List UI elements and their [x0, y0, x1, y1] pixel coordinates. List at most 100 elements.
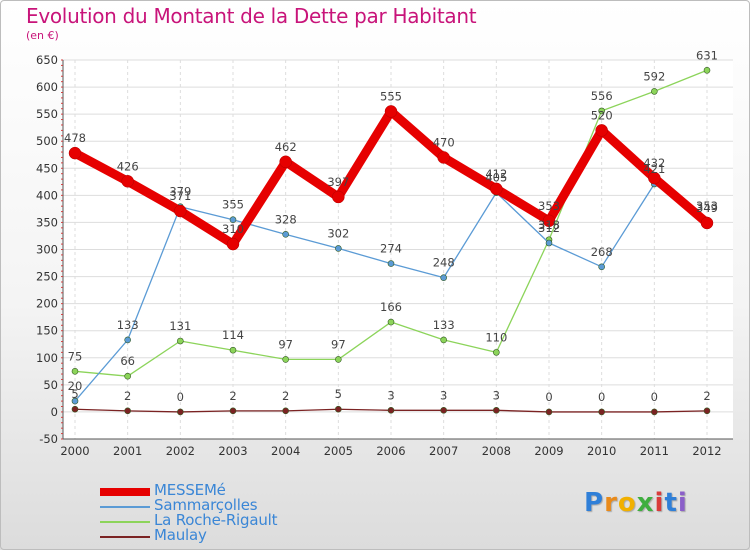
- legend-swatch-la-roche-rigault: [100, 521, 150, 523]
- legend-label-sammarcolles: Sammarçolles: [154, 496, 258, 514]
- data-label-messem-: 412: [485, 167, 507, 181]
- x-tick-label: 2009: [534, 444, 563, 458]
- data-point-maulay: [229, 407, 237, 415]
- y-tick-label: 600: [36, 80, 58, 94]
- y-tick-label: 650: [36, 53, 58, 67]
- data-label-messem-: 462: [275, 140, 297, 154]
- data-label-maulay: 0: [545, 390, 552, 404]
- data-point-messem-: [226, 237, 240, 251]
- legend-swatch-sammarcolles: [100, 506, 150, 508]
- data-label-maulay: 2: [124, 389, 131, 403]
- logo-letter: i: [654, 488, 665, 518]
- data-point-maulay: [282, 407, 289, 415]
- x-tick-label: 2005: [324, 444, 353, 458]
- data-point-sammar-olles: [71, 397, 79, 405]
- data-label-maulay: 0: [598, 390, 605, 404]
- y-tick-label: 450: [36, 161, 58, 175]
- legend-label-maulay: Maulay: [154, 526, 207, 544]
- y-tick-label: 100: [36, 351, 58, 365]
- data-point-la-roche-rigault: [177, 337, 184, 345]
- logo-letter: P: [584, 488, 605, 518]
- data-point-sammar-olles: [124, 336, 131, 344]
- data-point-sammar-olles: [335, 245, 342, 252]
- data-point-sammar-olles: [282, 231, 289, 238]
- data-label-sammar-olles: 268: [591, 245, 613, 259]
- data-point-la-roche-rigault: [493, 349, 500, 356]
- data-label-messem-: 432: [643, 156, 665, 170]
- data-label-sammar-olles: 274: [380, 242, 402, 256]
- data-label-la-roche-rigault: 110: [485, 330, 507, 344]
- data-label-la-roche-rigault: 131: [169, 319, 191, 333]
- data-point-la-roche-rigault: [282, 356, 289, 363]
- data-label-sammar-olles: 355: [222, 198, 244, 212]
- data-point-maulay: [703, 407, 711, 415]
- x-tick-label: 2001: [113, 444, 142, 458]
- y-tick-label: 50: [43, 378, 58, 392]
- x-tick-label: 2008: [482, 444, 511, 458]
- data-label-maulay: 2: [703, 389, 710, 403]
- legend-swatch-messeme: [100, 488, 150, 496]
- data-point-messem-: [542, 214, 556, 228]
- data-point-messem-: [68, 146, 82, 160]
- chart-subtitle: (en €): [26, 29, 59, 42]
- data-point-maulay: [387, 407, 395, 414]
- data-point-messem-: [174, 204, 187, 218]
- legend-label-messeme: MESSEMé: [154, 481, 226, 499]
- data-label-sammar-olles: 133: [117, 318, 139, 332]
- data-label-sammar-olles: 302: [327, 226, 349, 240]
- y-tick-label: 400: [36, 188, 58, 202]
- data-label-messem-: 371: [169, 189, 191, 203]
- proxiti-logo: Proxiti: [584, 488, 688, 518]
- data-label-maulay: 3: [440, 388, 447, 402]
- logo-letter: i: [677, 488, 688, 518]
- data-label-messem-: 310: [222, 222, 244, 236]
- data-point-maulay: [177, 408, 184, 416]
- data-point-maulay: [71, 405, 79, 413]
- legend-swatch-maulay: [100, 536, 150, 538]
- data-label-messem-: 470: [433, 135, 455, 149]
- y-tick-label: 350: [36, 215, 58, 229]
- data-point-messem-: [121, 175, 134, 188]
- data-point-messem-: [384, 105, 398, 118]
- y-tick-label: 150: [36, 324, 58, 338]
- data-label-maulay: 0: [177, 390, 184, 404]
- chart-title: Evolution du Montant de la Dette par Hab…: [26, 4, 477, 28]
- data-label-sammar-olles: 421: [643, 162, 665, 176]
- data-label-la-roche-rigault: 592: [643, 69, 665, 83]
- data-point-maulay: [335, 405, 342, 413]
- data-label-la-roche-rigault: 318: [538, 218, 560, 232]
- data-point-messem-: [700, 216, 714, 230]
- y-tick-label: 0: [51, 405, 58, 419]
- data-label-maulay: 3: [493, 388, 500, 402]
- y-tick-label: 550: [36, 107, 58, 121]
- data-point-la-roche-rigault: [703, 66, 711, 74]
- x-tick-label: 2010: [587, 444, 616, 458]
- logo-letter: t: [664, 488, 678, 518]
- data-label-messem-: 349: [696, 201, 718, 215]
- data-label-maulay: 5: [71, 387, 78, 401]
- data-point-maulay: [440, 407, 447, 414]
- data-label-messem-: 397: [327, 175, 349, 189]
- data-label-maulay: 5: [335, 387, 342, 401]
- data-point-la-roche-rigault: [71, 368, 79, 375]
- y-tick-label: 500: [36, 134, 58, 148]
- data-label-maulay: 3: [387, 388, 394, 402]
- data-point-maulay: [598, 408, 605, 416]
- data-point-la-roche-rigault: [229, 346, 237, 354]
- y-tick-label: 300: [36, 243, 58, 257]
- data-label-messem-: 353: [538, 199, 560, 213]
- data-label-sammar-olles: 312: [538, 221, 560, 235]
- data-point-la-roche-rigault: [335, 356, 342, 363]
- data-label-maulay: 2: [229, 389, 236, 403]
- x-tick-label: 2012: [692, 444, 721, 458]
- data-point-messem-: [595, 124, 608, 137]
- data-point-maulay: [651, 408, 658, 416]
- data-label-la-roche-rigault: 66: [120, 354, 135, 368]
- data-label-la-roche-rigault: 97: [278, 337, 293, 351]
- data-label-sammar-olles: 328: [275, 212, 297, 226]
- data-label-sammar-olles: 248: [433, 256, 455, 270]
- data-label-maulay: 0: [651, 390, 658, 404]
- data-point-sammar-olles: [387, 260, 395, 267]
- data-label-la-roche-rigault: 133: [433, 318, 455, 332]
